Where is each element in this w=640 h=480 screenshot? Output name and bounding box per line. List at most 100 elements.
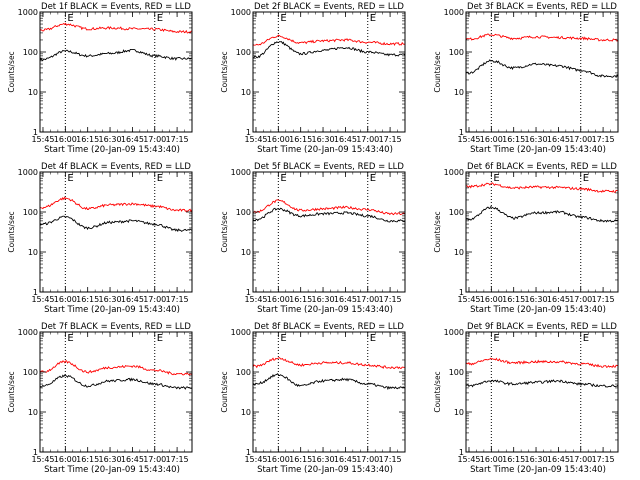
series-line-lld <box>39 196 193 213</box>
series-line-lld <box>252 34 406 46</box>
x-tick-label: 16:00 <box>480 295 503 304</box>
x-tick-label: 17:00 <box>356 455 379 464</box>
chart-title: Det 6f BLACK = Events, RED = LLD <box>467 162 617 172</box>
marker-label: E <box>280 173 286 184</box>
x-tick-label: 16:30 <box>312 455 335 464</box>
chart-title: Det 1f BLACK = Events, RED = LLD <box>41 2 191 12</box>
series-line-lld <box>252 357 406 370</box>
x-tick-label: 16:45 <box>334 295 357 304</box>
x-tick-label: 17:15 <box>379 295 402 304</box>
marker-label: E <box>493 13 499 24</box>
x-tick-label: 16:45 <box>334 455 357 464</box>
series-line-events <box>465 59 619 79</box>
plot-frame <box>39 331 193 453</box>
x-tick-label: 17:15 <box>166 295 189 304</box>
x-tick-label: 16:00 <box>267 135 290 144</box>
series-line-events <box>39 48 193 61</box>
marker-label: E <box>67 173 73 184</box>
x-tick-label: 17:00 <box>569 455 592 464</box>
x-tick-label: 16:15 <box>502 295 525 304</box>
x-tick-label: 17:15 <box>166 135 189 144</box>
y-axis-label: Counts/sec <box>220 211 229 252</box>
x-axis-label: Start Time (20-Jan-09 15:43:40) <box>470 305 606 315</box>
x-tick-label: 17:00 <box>143 135 166 144</box>
x-tick-label: 16:00 <box>480 455 503 464</box>
x-tick-label: 17:15 <box>592 295 615 304</box>
x-tick-label: 17:00 <box>569 135 592 144</box>
marker-label: E <box>67 13 73 24</box>
series-line-events <box>465 379 619 388</box>
marker-label: E <box>370 173 376 184</box>
x-tick-label: 17:15 <box>166 455 189 464</box>
x-tick-label: 16:30 <box>99 455 122 464</box>
x-tick-label: 16:15 <box>76 295 99 304</box>
y-axis-label: Counts/sec <box>7 51 16 92</box>
x-tick-label: 16:15 <box>289 135 312 144</box>
marker-label: E <box>370 13 376 24</box>
chart-title: Det 4f BLACK = Events, RED = LLD <box>41 162 191 172</box>
plot-frame <box>465 331 619 453</box>
y-tick-label: 10 <box>241 88 251 97</box>
y-tick-label: 1000 <box>18 328 38 337</box>
x-tick-label: 17:00 <box>143 455 166 464</box>
x-tick-label: 16:45 <box>334 135 357 144</box>
series-line-events <box>252 207 405 223</box>
x-tick-label: 17:15 <box>379 135 402 144</box>
y-tick-label: 100 <box>449 208 464 217</box>
x-tick-label: 15:45 <box>31 295 54 304</box>
x-tick-label: 15:45 <box>31 455 54 464</box>
y-tick-label: 1 <box>459 448 464 457</box>
x-tick-label: 16:30 <box>525 135 548 144</box>
x-tick-label: 16:00 <box>267 295 290 304</box>
x-axis-label: Start Time (20-Jan-09 15:43:40) <box>44 305 180 315</box>
y-tick-label: 1000 <box>231 8 251 17</box>
x-axis-label: Start Time (20-Jan-09 15:43:40) <box>44 465 180 475</box>
x-tick-label: 16:45 <box>121 295 144 304</box>
marker-label: E <box>280 333 286 344</box>
y-axis-label: Counts/sec <box>7 211 16 252</box>
marker-label: E <box>67 333 73 344</box>
plot-frame <box>465 171 619 293</box>
x-tick-label: 15:45 <box>31 135 54 144</box>
x-tick-label: 15:45 <box>457 135 480 144</box>
series-line-lld <box>465 182 619 193</box>
series-line-events <box>39 374 193 390</box>
y-tick-label: 1000 <box>18 8 38 17</box>
plot-frame <box>39 11 193 133</box>
x-tick-label: 16:30 <box>525 455 548 464</box>
x-tick-label: 16:45 <box>547 295 570 304</box>
plot-frame <box>465 11 619 133</box>
y-tick-label: 1 <box>246 128 251 137</box>
y-tick-label: 100 <box>449 368 464 377</box>
y-axis-label: Counts/sec <box>220 371 229 412</box>
x-tick-label: 16:15 <box>502 455 525 464</box>
x-axis-label: Start Time (20-Jan-09 15:43:40) <box>257 145 393 155</box>
x-tick-label: 16:15 <box>289 455 312 464</box>
plot-frame <box>252 11 406 133</box>
x-axis-label: Start Time (20-Jan-09 15:43:40) <box>257 305 393 315</box>
x-tick-label: 16:00 <box>480 135 503 144</box>
x-tick-label: 16:15 <box>289 295 312 304</box>
marker-label: E <box>583 13 589 24</box>
x-tick-label: 17:15 <box>592 135 615 144</box>
y-tick-label: 100 <box>23 368 38 377</box>
series-line-lld <box>465 33 619 42</box>
x-tick-label: 16:30 <box>99 295 122 304</box>
marker-label: E <box>370 333 376 344</box>
x-tick-label: 16:45 <box>547 135 570 144</box>
series-line-lld <box>39 22 193 34</box>
x-tick-label: 16:30 <box>525 295 548 304</box>
marker-label: E <box>583 333 589 344</box>
series-line-events <box>39 215 193 233</box>
x-tick-label: 16:30 <box>312 295 335 304</box>
chart-title: Det 3f BLACK = Events, RED = LLD <box>467 2 617 12</box>
x-tick-label: 15:45 <box>457 295 480 304</box>
y-tick-label: 1 <box>459 128 464 137</box>
y-tick-label: 100 <box>236 368 251 377</box>
